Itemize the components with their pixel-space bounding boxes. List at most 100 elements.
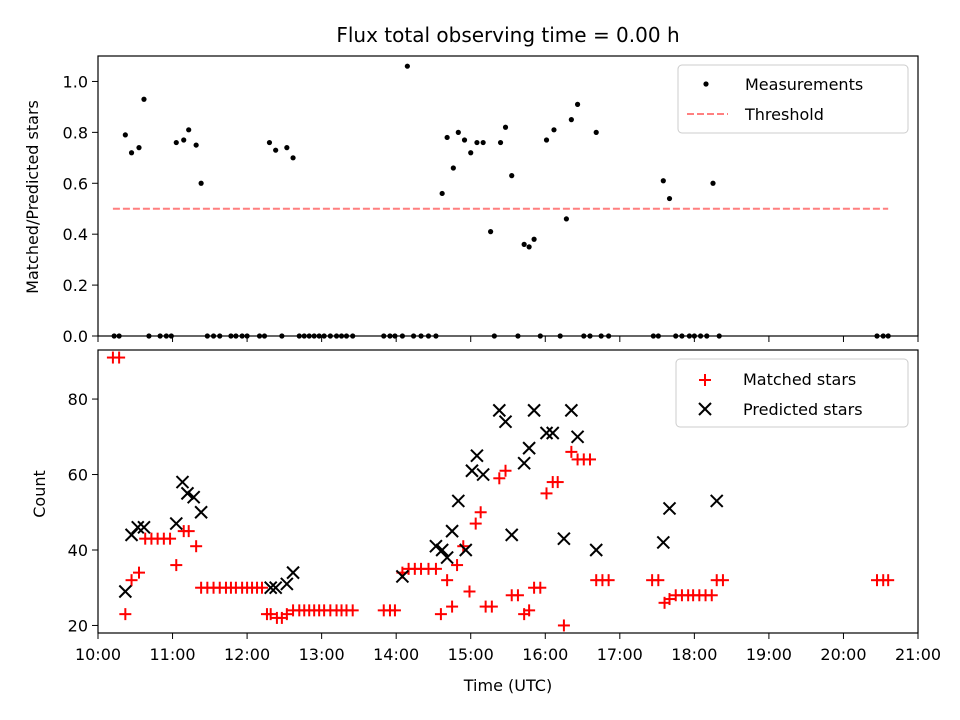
bottom-x-tick-label: 15:00 <box>448 645 494 664</box>
measurement-point <box>290 155 296 161</box>
predicted-star-point <box>280 577 294 591</box>
predicted-star-point <box>175 475 190 489</box>
predicted-star-point <box>395 569 410 584</box>
bottom-y-tick-label: 60 <box>68 466 88 485</box>
bottom-chart-marks <box>106 351 895 632</box>
matched-star-point <box>474 506 487 519</box>
measurement-point <box>521 241 527 247</box>
predicted-star-point <box>517 456 531 470</box>
bottom-chart-frame <box>97 349 919 634</box>
predicted-star-point <box>263 581 278 595</box>
predicted-star-point <box>429 539 443 553</box>
measurement-point <box>551 127 557 133</box>
measurement-point <box>574 101 581 107</box>
bottom-x-tick-label: 21:00 <box>895 645 941 664</box>
bottom-y-tick-label: 40 <box>68 541 88 560</box>
measurement-point <box>181 137 187 143</box>
predicted-star-point <box>656 535 671 550</box>
legend-matched-marker <box>699 374 711 386</box>
measurement-point <box>193 142 199 148</box>
predicted-star-point <box>710 494 724 508</box>
predicted-star-point <box>286 565 300 580</box>
matched-star-point <box>113 351 126 364</box>
top-chart-x-axis <box>97 336 919 342</box>
bottom-y-tick-label: 80 <box>68 390 88 409</box>
measurement-point <box>543 137 550 143</box>
predicted-star-point <box>445 524 459 538</box>
matched-star-point <box>652 574 665 587</box>
top-chart-legend: Measurements Threshold <box>677 64 909 134</box>
matched-star-point <box>264 608 277 621</box>
measurement-point <box>502 124 509 130</box>
matched-star-point <box>499 464 512 477</box>
top-y-tick-label: 1.0 <box>63 72 88 91</box>
predicted-star-point <box>546 426 560 440</box>
matched-star-point <box>182 525 195 538</box>
predicted-star-point <box>451 494 466 508</box>
legend-threshold-label: Threshold <box>744 105 824 124</box>
predicted-star-point <box>435 543 449 557</box>
top-chart-title: Flux total observing time = 0.00 h <box>336 23 679 47</box>
matched-star-point <box>716 574 729 587</box>
matched-star-point <box>557 619 570 632</box>
legend-measurements-marker <box>703 81 709 87</box>
legend-predicted-marker <box>698 402 712 416</box>
measurement-point <box>122 132 128 138</box>
measurement-point <box>568 117 574 123</box>
measurement-point <box>198 180 204 186</box>
predicted-star-point <box>131 520 145 535</box>
predicted-star-point <box>459 543 473 557</box>
matched-star-point <box>584 453 596 466</box>
top-chart-y-label: Matched/Predicted stars <box>23 100 42 294</box>
predicted-star-point <box>492 403 507 418</box>
measurement-point <box>404 63 410 69</box>
top-legend-box <box>677 64 909 134</box>
measurement-point <box>128 150 135 156</box>
matched-star-point <box>164 532 177 545</box>
matched-star-point <box>280 608 293 621</box>
matched-star-point <box>565 445 578 458</box>
legend-predicted-label: Predicted stars <box>743 400 863 419</box>
matched-star-point <box>446 600 459 613</box>
measurement-point <box>666 195 673 202</box>
measurement-point <box>273 147 279 153</box>
top-y-tick-label: 0.0 <box>63 327 88 346</box>
measurement-point <box>563 216 569 222</box>
top-chart-y-axis: 0.0 0.2 0.4 0.6 0.8 1.0 <box>63 72 98 346</box>
legend-measurements-label: Measurements <box>745 75 863 94</box>
bottom-chart-x-label: Time (UTC) <box>463 676 552 695</box>
bottom-chart-y-label: Count <box>30 470 49 518</box>
matched-star-point <box>469 517 482 530</box>
matched-star-point <box>663 593 676 606</box>
legend-matched-label: Matched stars <box>743 370 856 389</box>
matched-star-point <box>493 472 506 485</box>
measurement-point <box>480 139 486 146</box>
predicted-star-point <box>527 403 541 418</box>
top-chart-panel: 0.0 0.2 0.4 0.6 0.8 1.0 Matched/Predicted sta… <box>23 55 919 346</box>
predicted-star-point <box>589 543 603 557</box>
bottom-x-tick-label: 17:00 <box>597 645 643 664</box>
top-y-tick-label: 0.2 <box>63 276 88 295</box>
matched-star-point <box>170 559 183 572</box>
measurement-point <box>710 180 716 186</box>
bottom-x-tick-label: 13:00 <box>299 645 345 664</box>
bottom-x-tick-label: 16:00 <box>522 645 568 664</box>
predicted-star-point <box>505 528 519 542</box>
measurement-point <box>488 229 494 235</box>
top-chart-frame <box>97 55 919 337</box>
matched-star-point <box>346 604 359 617</box>
matched-star-point <box>119 608 132 621</box>
matched-star-point <box>125 574 138 587</box>
measurement-point <box>136 145 142 151</box>
predicted-star-point <box>465 464 479 478</box>
bottom-x-tick-label: 12:00 <box>224 645 270 664</box>
measurement-point <box>660 178 666 184</box>
bottom-x-tick-label: 20:00 <box>820 645 866 664</box>
predicted-star-point <box>118 584 133 599</box>
measurement-point <box>497 139 504 146</box>
matched-star-point <box>882 574 895 587</box>
measurement-point <box>593 129 599 135</box>
predicted-star-point <box>522 441 536 455</box>
